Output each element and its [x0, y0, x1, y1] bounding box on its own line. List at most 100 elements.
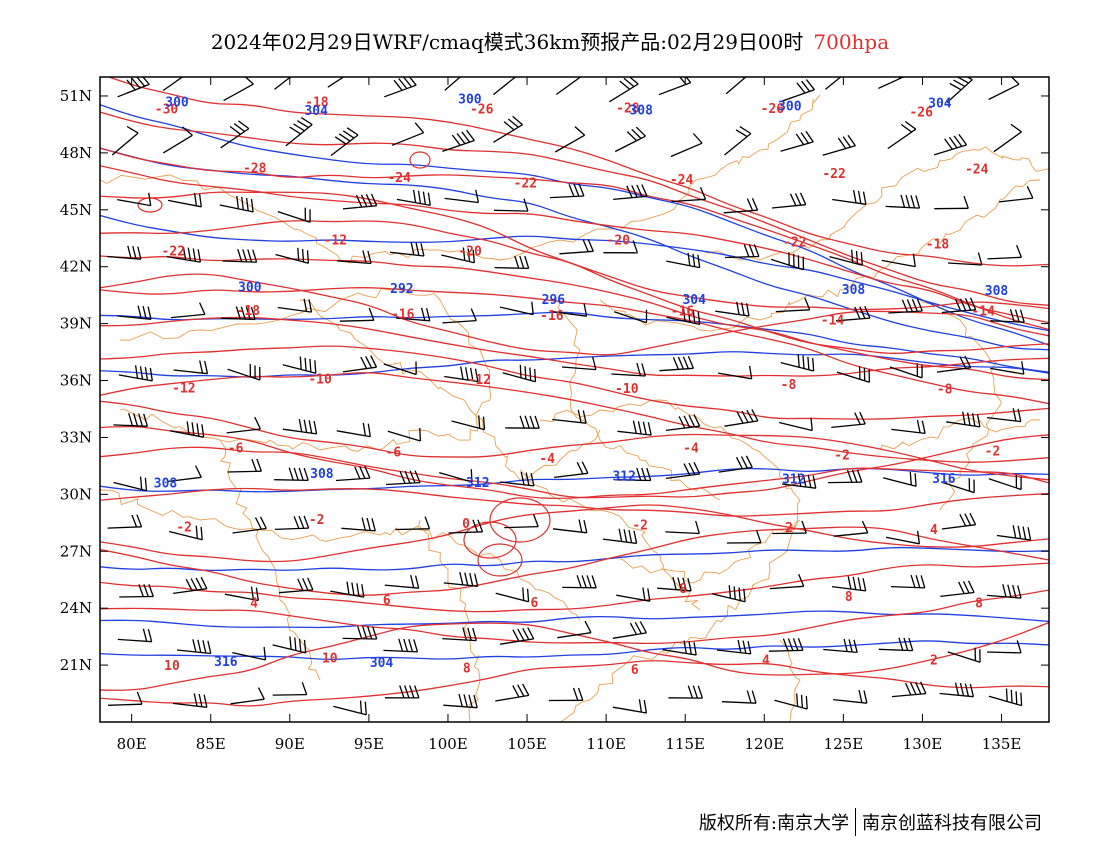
wind-barb: [711, 585, 746, 603]
map-frame: [99, 76, 1050, 723]
wind-barb: [274, 467, 309, 482]
geopotential-label: 300: [165, 96, 189, 111]
wind-barb: [327, 77, 345, 88]
temperature-label: -20: [458, 244, 482, 259]
temperature-label: -14: [821, 314, 845, 329]
temperature-contour: [100, 372, 1049, 463]
wind-barb: [170, 421, 205, 438]
temperature-contour: [100, 621, 1049, 691]
temperature-closed-contour: [489, 497, 551, 543]
boundary-line: [619, 519, 801, 584]
wind-barb: [330, 127, 359, 157]
wind-barb: [275, 247, 310, 264]
temperature-label: 2: [785, 521, 793, 536]
wind-barb: [232, 516, 267, 534]
wind-barb: [562, 575, 597, 589]
wind-barb: [823, 638, 858, 654]
wind-barb: [555, 77, 582, 96]
wind-barb: [723, 197, 759, 214]
temperature-label: -26: [909, 106, 933, 121]
wind-barb: [726, 530, 762, 544]
temperature-label: 4: [762, 653, 770, 668]
y-tick-label: 51N: [60, 87, 92, 105]
temperature-label: -22: [162, 245, 185, 260]
title-level: 700hpa: [813, 30, 890, 54]
wind-barb: [941, 297, 977, 314]
temperature-label: 8: [679, 582, 687, 597]
wind-barb: [443, 693, 478, 709]
wind-barb: [221, 306, 256, 321]
wind-barb: [878, 637, 914, 652]
temperature-label: -2: [309, 513, 325, 528]
wind-barb: [226, 416, 261, 434]
wind-barb: [272, 636, 307, 654]
x-tick-label: 80E: [117, 735, 147, 753]
temperature-contour: [100, 589, 1049, 645]
geopotential-label: 312: [782, 472, 805, 487]
y-tick-label: 42N: [60, 258, 92, 276]
wind-barb: [502, 364, 537, 383]
wind-barb: [774, 693, 808, 710]
wind-barb: [451, 415, 486, 431]
wind-barb: [617, 420, 652, 436]
wind-barb: [666, 252, 701, 269]
wind-barb: [769, 574, 805, 590]
temperature-label: 0: [462, 517, 470, 532]
wind-barb: [831, 576, 867, 592]
temperature-label: 2: [930, 654, 938, 669]
geopotential-contour: [100, 546, 1049, 572]
geopotential-contour: [100, 214, 1049, 332]
wind-barb: [444, 366, 479, 383]
wind-barb: [934, 195, 969, 210]
wind-barb: [442, 129, 475, 153]
wind-barb: [770, 252, 805, 271]
wind-barb: [608, 77, 639, 103]
temperature-closed-contour: [409, 151, 431, 169]
wind-barb: [232, 646, 267, 661]
wind-barb: [665, 520, 700, 535]
wind-barb: [718, 455, 753, 473]
wind-barb: [715, 301, 750, 317]
geopotential-label: 296: [542, 293, 566, 308]
wind-barb: [169, 525, 203, 541]
wind-barb: [219, 195, 254, 213]
temperature-label: -14: [971, 304, 995, 319]
wind-barb: [227, 363, 261, 381]
wind-barb: [113, 476, 148, 492]
wind-barb: [505, 415, 540, 429]
temperature-contour: [100, 434, 1049, 499]
wind-barb: [771, 192, 807, 209]
temperature-label: -22: [783, 236, 806, 251]
wind-barb: [666, 308, 701, 326]
wind-barb: [387, 427, 422, 442]
wind-barb: [339, 307, 375, 322]
geopotential-label: 308: [310, 467, 334, 482]
temperature-contour: [100, 147, 1049, 331]
temperature-label: -2: [834, 448, 850, 463]
wind-barb: [173, 576, 208, 595]
wind-barb: [881, 253, 916, 268]
wind-barb: [384, 685, 420, 699]
temperature-label: -22: [514, 177, 537, 192]
wind-barb: [987, 584, 1022, 599]
credit-right: 南京创蓝科技有限公司: [862, 813, 1042, 834]
temperature-contour: [106, 77, 1049, 267]
geopotential-label: 300: [778, 100, 802, 115]
geopotential-label: 316: [214, 655, 238, 670]
wind-barb: [561, 356, 597, 371]
wind-barb: [936, 355, 972, 373]
temperature-label: 8: [463, 661, 471, 676]
boundary-line: [418, 519, 481, 722]
wind-barb: [947, 647, 981, 663]
credit-left: 版权所有:南京大学: [698, 813, 849, 834]
wind-barb: [176, 639, 212, 655]
wind-barb: [554, 461, 589, 479]
axis-ticks: 80E 85E 90E 95E 100E 105E 110E 115E 120E 125E 130E…: [60, 77, 1049, 753]
wind-barb: [492, 77, 517, 96]
temperature-contour: [100, 487, 1049, 517]
wind-barb: [222, 249, 258, 263]
wind-barb: [391, 122, 425, 146]
y-tick-label: 39N: [60, 315, 92, 333]
temperature-label: -2: [985, 445, 1001, 460]
wind-barb: [996, 525, 1032, 541]
